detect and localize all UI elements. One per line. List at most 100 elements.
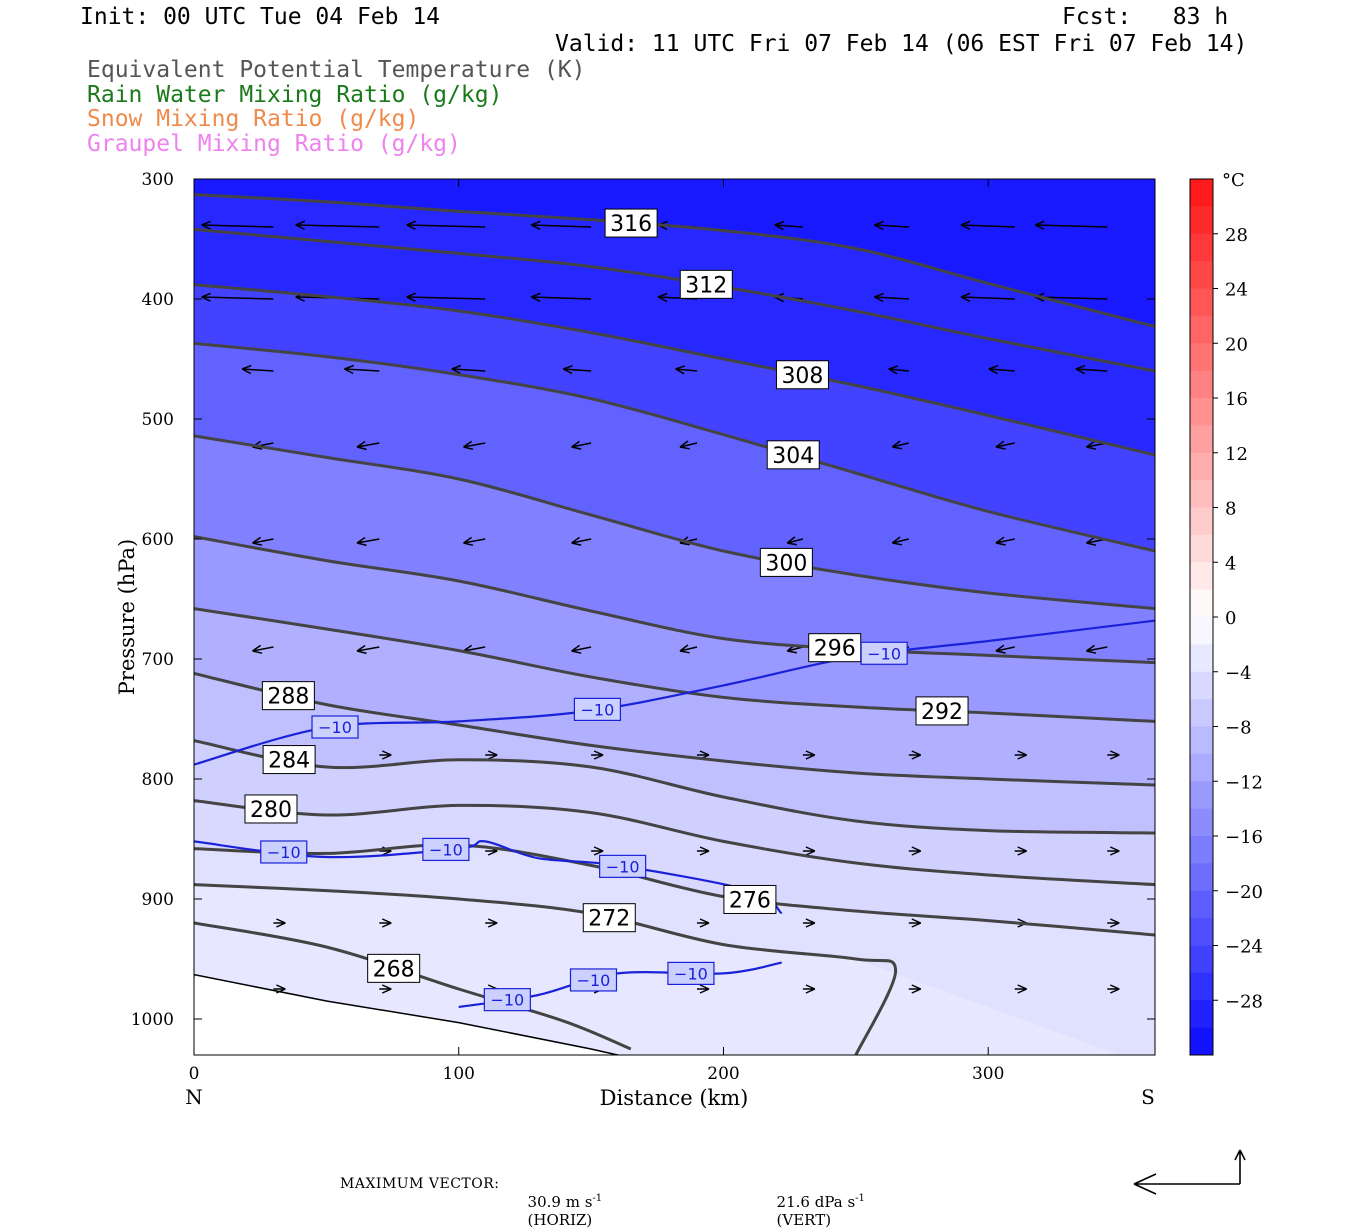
- contour-label: 308: [781, 364, 823, 389]
- contour-labels: 316 312 308 304 300 296 292 288 284 280 276 272 268: [244, 208, 969, 983]
- wind-vector: [201, 220, 274, 230]
- wind-vector: [571, 440, 592, 450]
- theta-e-contour: [194, 434, 1155, 611]
- wind-vector: [1107, 750, 1120, 760]
- wind-vector: [241, 364, 274, 375]
- contour-label-box: [775, 360, 829, 390]
- colorbar-segment: [1190, 343, 1213, 372]
- colorbar-tick-label: 16: [1225, 389, 1248, 410]
- isotherm-label-box: [422, 837, 470, 862]
- contour-label: 280: [250, 798, 292, 823]
- wind-vector: [995, 536, 1015, 546]
- max-vector-horizontal-unit: (HORIZ): [527, 1211, 593, 1229]
- contour-label: 296: [814, 637, 856, 662]
- colorbar-tick-label: 8: [1225, 499, 1236, 520]
- colorbar-tick-label: −28: [1225, 991, 1263, 1012]
- wind-vector: [571, 536, 592, 546]
- colorbar-tick-label: −24: [1225, 937, 1263, 958]
- colorbar-segment: [1190, 972, 1213, 1001]
- wind-vector: [1034, 220, 1108, 230]
- plot-area: [194, 179, 1155, 1055]
- wind-vector: [273, 984, 286, 994]
- colorbar-unit: °C: [1222, 170, 1245, 191]
- contour-label: 304: [772, 444, 814, 469]
- wind-vector: [591, 846, 604, 856]
- wind-vector: [463, 440, 486, 451]
- wind-vector: [451, 364, 486, 375]
- wind-vector: [252, 644, 274, 654]
- contour-label-box: [367, 953, 421, 983]
- wind-vector: [571, 644, 592, 654]
- x-tick-label: 100: [443, 1064, 475, 1084]
- theta-e-contour: [194, 843, 1155, 937]
- y-tick-label: 500: [142, 410, 174, 430]
- theta-e-contour: [194, 283, 1155, 457]
- wind-vector: [1107, 846, 1120, 856]
- reference-vector-arrow: [1133, 1149, 1246, 1195]
- colorbar-segment: [1190, 1027, 1213, 1056]
- wind-vector: [406, 220, 486, 230]
- theta-e-contour: [194, 535, 1155, 665]
- colorbar-segment: [1190, 753, 1213, 782]
- colorbar-segment: [1190, 589, 1213, 618]
- contour-label: 292: [921, 700, 963, 725]
- colorbar-segment: [1190, 836, 1213, 864]
- colorbar-segment: [1190, 206, 1213, 235]
- contour-label-box: [244, 794, 298, 824]
- colorbar: 28 24 20 16 12 8 4 0 −4 −8 −12 −16 −20 −24 −28: [1189, 178, 1263, 1056]
- contour-label-box: [262, 745, 316, 775]
- isotherm-label: −10: [429, 840, 463, 859]
- wind-vector: [908, 918, 922, 928]
- colorbar-segment: [1190, 671, 1213, 700]
- theta-e-contour: [194, 193, 1155, 329]
- wind-vector: [697, 846, 710, 856]
- colorbar-tick-label: −16: [1225, 827, 1263, 848]
- colorbar-tick-label: −20: [1225, 882, 1263, 903]
- wind-vector: [995, 440, 1015, 450]
- wind-vector: [530, 292, 592, 302]
- colorbar-segment: [1190, 1000, 1213, 1029]
- colorbar-segment: [1190, 288, 1213, 317]
- temperature-band: [194, 884, 1120, 1055]
- theta-e-contour: [194, 799, 1155, 887]
- wind-vector: [697, 918, 710, 928]
- field-label-graupel: Graupel Mixing Ratio (g/kg): [87, 131, 461, 157]
- colorbar-segment: [1190, 726, 1213, 755]
- isotherm-label: −10: [581, 700, 615, 719]
- max-vector-horizontal-value: 30.9 m s: [527, 1193, 593, 1211]
- colorbar-segment: [1190, 863, 1213, 892]
- colorbar-segment: [1190, 179, 1213, 207]
- contour-label-box: [759, 547, 813, 577]
- wind-vector: [1014, 846, 1028, 856]
- wind-vector: [908, 750, 922, 760]
- wind-vector: [675, 365, 698, 375]
- max-vector-horizontal: 30.9 m s-1 (HORIZ): [518, 1175, 603, 1229]
- colorbar-segment: [1190, 699, 1213, 727]
- colorbar-tick-label: 24: [1225, 280, 1248, 301]
- contour-label: 312: [685, 273, 727, 298]
- isotherm-label-box: [573, 697, 622, 722]
- wind-vector: [802, 846, 816, 856]
- colorbar-tick-label: −4: [1225, 663, 1252, 684]
- y-tick-label: 300: [142, 170, 174, 190]
- y-tick-label: 700: [142, 650, 174, 670]
- isotherm-label-box: [260, 840, 308, 864]
- contour-label: 276: [729, 888, 771, 913]
- wind-vector: [1107, 984, 1120, 994]
- contour-label: 272: [588, 907, 630, 932]
- x-tick-label: 200: [707, 1064, 739, 1084]
- wind-vector: [485, 918, 498, 928]
- colorbar-tick-label: 4: [1225, 553, 1236, 574]
- isotherm-label: −10: [267, 843, 301, 862]
- isotherm-label-box: [860, 641, 908, 665]
- wind-vector: [960, 220, 1015, 230]
- isotherm-label-box: [483, 988, 531, 1012]
- wind-vector: [988, 364, 1015, 375]
- reference-vector: [1133, 1149, 1246, 1195]
- isotherm-line: [194, 840, 783, 915]
- wind-vector: [891, 536, 909, 546]
- isotherm-label: −10: [577, 971, 611, 990]
- y-tick-label: 400: [142, 290, 174, 310]
- wind-vector: [1014, 750, 1028, 760]
- wind-vector: [908, 846, 922, 856]
